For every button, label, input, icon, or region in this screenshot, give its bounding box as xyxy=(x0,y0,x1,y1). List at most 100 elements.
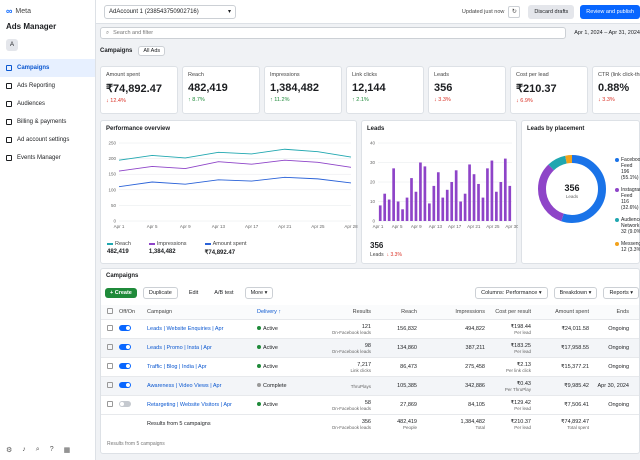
amount-cell: ₹7,506.41 xyxy=(564,402,589,408)
bell-icon[interactable]: ♪ xyxy=(22,446,26,453)
table-row[interactable]: Retargeting | Website Visitors | Apr Act… xyxy=(101,395,639,414)
events-icon xyxy=(6,155,12,161)
ads-filter-dropdown[interactable]: All Ads xyxy=(138,46,166,56)
legend-value: ₹74,892.47 xyxy=(204,250,236,256)
help-icon[interactable]: ? xyxy=(49,446,54,453)
col-campaign[interactable]: Campaign xyxy=(147,309,173,315)
date-range-picker[interactable]: Apr 1, 2024 – Apr 31, 2024 xyxy=(574,30,640,36)
col-reach[interactable]: Reach xyxy=(401,309,417,315)
total-cpr-value: ₹210.37 xyxy=(510,418,531,425)
ends-cell: Ongoing xyxy=(608,402,629,408)
table-row[interactable]: Traffic | Blog | India | Apr Active 7,21… xyxy=(101,357,639,376)
row-checkbox[interactable] xyxy=(101,363,119,371)
col-impressions[interactable]: Impressions xyxy=(455,309,485,315)
results-cell: ThruPlays xyxy=(327,384,371,389)
cpr-value: ₹129.42 xyxy=(510,399,531,406)
col-delivery[interactable]: Delivery ↑ xyxy=(257,309,282,315)
campaign-name-link[interactable]: Traffic | Blog | India | Apr xyxy=(147,364,207,370)
status-dot xyxy=(257,402,261,406)
kpi-delta: ↑ 11.2% xyxy=(270,97,290,103)
kpi-card[interactable]: Reach 482,419 ↑ 8.7% xyxy=(182,66,260,114)
kpi-card[interactable]: Impressions 1,384,482 ↑ 11.2% xyxy=(264,66,342,114)
row-checkbox[interactable] xyxy=(101,382,119,390)
sidebar-footer: ⚙ ♪ ⌕ ? ▦ xyxy=(6,446,70,454)
more-button[interactable]: More ▾ xyxy=(244,287,274,299)
kpi-card[interactable]: CTR (link click-through rate) 0.88% ↓ 3.… xyxy=(592,66,640,114)
results-value: 121 xyxy=(361,323,371,330)
delivery-status: Complete xyxy=(257,383,327,389)
row-toggle[interactable] xyxy=(119,344,147,352)
row-checkbox[interactable] xyxy=(101,325,119,333)
col-results[interactable]: Results xyxy=(352,309,371,315)
brand[interactable]: ∞ Meta xyxy=(0,0,95,16)
sidebar-item-campaigns[interactable]: Campaigns xyxy=(0,59,95,77)
create-button[interactable]: + Create xyxy=(105,288,137,298)
row-checkbox[interactable] xyxy=(101,344,119,352)
col-ends[interactable]: Ends xyxy=(616,309,629,315)
settings-icon[interactable]: ⚙ xyxy=(6,447,13,454)
kpi-title: Amount spent xyxy=(106,72,140,78)
table-row[interactable]: Leads | Website Enquiries | Apr Active 1… xyxy=(101,319,639,338)
row-toggle[interactable] xyxy=(119,363,147,371)
ab-test-button[interactable]: A/B test xyxy=(214,290,234,296)
campaign-name-link[interactable]: Awareness | Video Views | Apr xyxy=(147,383,222,389)
kpi-card[interactable]: Amount spent ₹74,892.47 ↓ 12.4% xyxy=(100,66,178,114)
col-off-on[interactable]: Off/On xyxy=(119,309,136,315)
col-cost-per-result[interactable]: Cost per result xyxy=(495,309,531,315)
duplicate-button[interactable]: Duplicate xyxy=(142,287,178,299)
ends-cell: Ongoing xyxy=(608,345,629,351)
kpi-value: ₹210.37 xyxy=(516,83,557,95)
select-all-checkbox[interactable] xyxy=(101,308,119,316)
delivery-status: Active xyxy=(257,402,327,408)
account-selector[interactable]: AdAccount 1 (238543750902716) ▾ xyxy=(104,4,236,19)
cpr-cell: ₹129.42 Per lead xyxy=(485,400,531,411)
sidebar-nav: Campaigns Ads Reporting Audiences Billin… xyxy=(0,59,95,167)
col-amount-spent[interactable]: Amount spent xyxy=(555,309,589,315)
y-tick-label: 200 xyxy=(108,156,116,161)
grid-icon[interactable]: ▦ xyxy=(63,447,71,454)
discard-drafts-button[interactable]: Discard drafts xyxy=(528,4,575,19)
sidebar-item-ad-account-settings[interactable]: Ad account settings xyxy=(0,131,95,149)
legend-value: 1,384,482 xyxy=(148,249,176,255)
row-toggle[interactable] xyxy=(119,325,147,333)
kpi-card[interactable]: Leads 356 ↓ 3.3% xyxy=(428,66,506,114)
sidebar-item-billing[interactable]: Billing & payments xyxy=(0,113,95,131)
campaign-name-link[interactable]: Leads | Website Enquiries | Apr xyxy=(147,326,224,332)
review-publish-button[interactable]: Review and publish xyxy=(580,4,640,19)
amount-cell: ₹17,958.55 xyxy=(561,345,589,351)
account-chip[interactable]: A xyxy=(6,39,18,51)
row-toggle[interactable] xyxy=(119,401,147,409)
search-icon[interactable]: ⌕ xyxy=(35,446,40,453)
campaign-name-link[interactable]: Leads | Promo | Insta | Apr xyxy=(147,345,212,351)
edit-button[interactable]: Edit xyxy=(188,290,199,296)
panel-title: Leads by placement xyxy=(527,126,585,132)
lead-bar xyxy=(414,191,418,221)
table-row[interactable]: Awareness | Video Views | Apr Complete T… xyxy=(101,376,639,395)
table-row[interactable]: Leads | Promo | Insta | Apr Active 98 On-… xyxy=(101,338,639,357)
search-input[interactable]: ⌕ Search and filter xyxy=(100,27,567,39)
row-toggle[interactable] xyxy=(119,382,147,390)
breakdown-dropdown[interactable]: Breakdown ▾ xyxy=(553,287,598,299)
lead-bar xyxy=(499,182,503,221)
kpi-delta: ↓ 6.9% xyxy=(516,98,533,104)
sidebar-item-ads-reporting[interactable]: Ads Reporting xyxy=(0,77,95,95)
columns-dropdown[interactable]: Columns: Performance ▾ xyxy=(475,287,548,299)
row-checkbox[interactable] xyxy=(101,401,119,409)
reports-dropdown[interactable]: Reports ▾ xyxy=(603,287,639,299)
lead-bar xyxy=(477,183,480,221)
refresh-icon[interactable]: ↻ xyxy=(508,5,521,18)
sidebar-item-events-manager[interactable]: Events Manager xyxy=(0,149,95,167)
sidebar-item-label: Billing & payments xyxy=(17,119,67,125)
top-bar: AdAccount 1 (238543750902716) ▾ Updated … xyxy=(96,0,640,24)
y-tick-label: 100 xyxy=(108,187,116,192)
campaign-name-link[interactable]: Retargeting | Website Visitors | Apr xyxy=(147,402,232,408)
legend-value: 482,419 xyxy=(107,249,129,255)
kpi-card[interactable]: Cost per lead ₹210.37 ↓ 6.9% xyxy=(510,66,588,114)
kpi-card[interactable]: Link clicks 12,144 ↑ 2.1% xyxy=(346,66,424,114)
series-line-amount-spent xyxy=(118,176,352,188)
sidebar-item-audiences[interactable]: Audiences xyxy=(0,95,95,113)
lead-bar xyxy=(378,205,382,221)
